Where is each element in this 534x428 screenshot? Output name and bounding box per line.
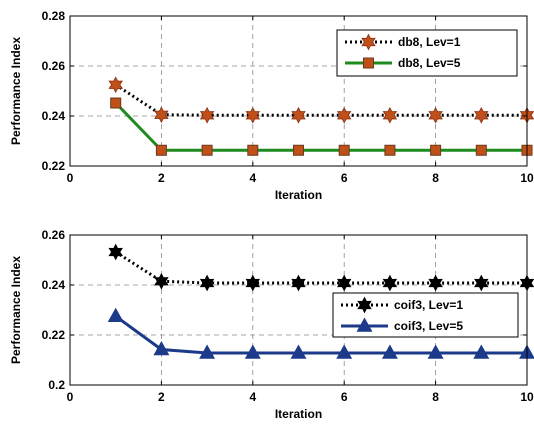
data-point [336,344,353,359]
data-point [245,274,261,292]
legend: db8, Lev=1 db8, Lev=5 [336,29,518,77]
data-point [108,76,123,94]
x-tick-label: 2 [158,171,165,185]
x-tick-label: 4 [249,390,256,404]
data-point [110,97,122,109]
data-point [428,106,443,124]
x-axis-label: Iteration [275,188,322,202]
series-line-2 [114,315,527,355]
data-point [154,272,169,290]
axes-frame [69,234,528,386]
data-point [384,144,396,156]
data-point [201,144,213,156]
x-tick-label: 10 [520,390,534,404]
y-tick-label: 0.24 [42,109,66,123]
data-point [338,144,350,156]
data-point [199,274,215,292]
data-point [336,106,352,124]
data-point [427,344,444,359]
data-point [293,144,304,156]
y-tick-label: 0.28 [42,9,66,23]
data-point [244,344,261,359]
data-point [291,274,306,292]
y-axis-label: Performance Index [9,256,23,364]
data-point [199,344,216,359]
data-point [474,274,489,292]
x-tick-label: 2 [158,390,165,404]
data-point [154,106,169,124]
legend-label-2: coif3, Lev=5 [394,319,463,333]
data-point [290,344,307,359]
x-tick-label: 8 [432,390,439,404]
legend-marker-2 [363,57,374,69]
legend: coif3, Lev=1 coif3, Lev=5 [332,292,519,338]
data-point [382,106,398,124]
chart-panel-2: 0 2 4 6 8 10 0.2 0.22 0.24 0.26 Iteration Performan… [9,228,534,421]
data-point [428,274,443,292]
data-point [475,144,487,156]
axes-frame [69,15,528,167]
legend-marker-1 [361,33,376,51]
data-point [474,106,489,124]
series-line-1 [114,83,527,117]
x-tick-label: 6 [341,390,348,404]
data-point [291,106,306,124]
data-point [155,144,167,156]
data-point [153,340,170,356]
x-tick-label: 8 [432,171,439,185]
y-tick-label: 0.26 [42,228,66,242]
chart-panel-1: 0 2 4 6 8 10 0.22 0.24 0.26 0.28 Iteration Performa… [9,9,534,202]
y-tick-label: 0.22 [42,159,66,173]
x-tick-label: 6 [341,171,348,185]
data-point [108,243,123,261]
series-line-1 [114,250,527,285]
data-point [247,144,259,156]
data-point [382,274,398,292]
legend-label-2: db8, Lev=5 [398,56,461,70]
legend-marker-1 [357,296,372,314]
data-point [107,307,124,322]
legend-marker-2 [356,317,373,332]
y-tick-label: 0.2 [48,378,65,392]
y-tick-label: 0.24 [42,278,66,292]
legend-label-1: coif3, Lev=1 [394,298,463,312]
legend-label-1: db8, Lev=1 [398,35,461,49]
x-tick-label: 4 [249,171,256,185]
y-axis-label: Performance Index [9,37,23,145]
data-point [473,344,490,359]
data-point [430,144,442,156]
series-line-2 [114,101,527,152]
data-point [199,106,215,124]
x-tick-label: 0 [67,390,74,404]
data-point [381,344,398,359]
x-tick-label: 0 [67,171,74,185]
data-point [336,274,352,292]
y-tick-label: 0.22 [42,328,66,342]
y-tick-label: 0.26 [42,59,66,73]
x-tick-label: 10 [520,171,534,185]
data-point [245,106,261,124]
x-axis-label: Iteration [275,407,322,421]
